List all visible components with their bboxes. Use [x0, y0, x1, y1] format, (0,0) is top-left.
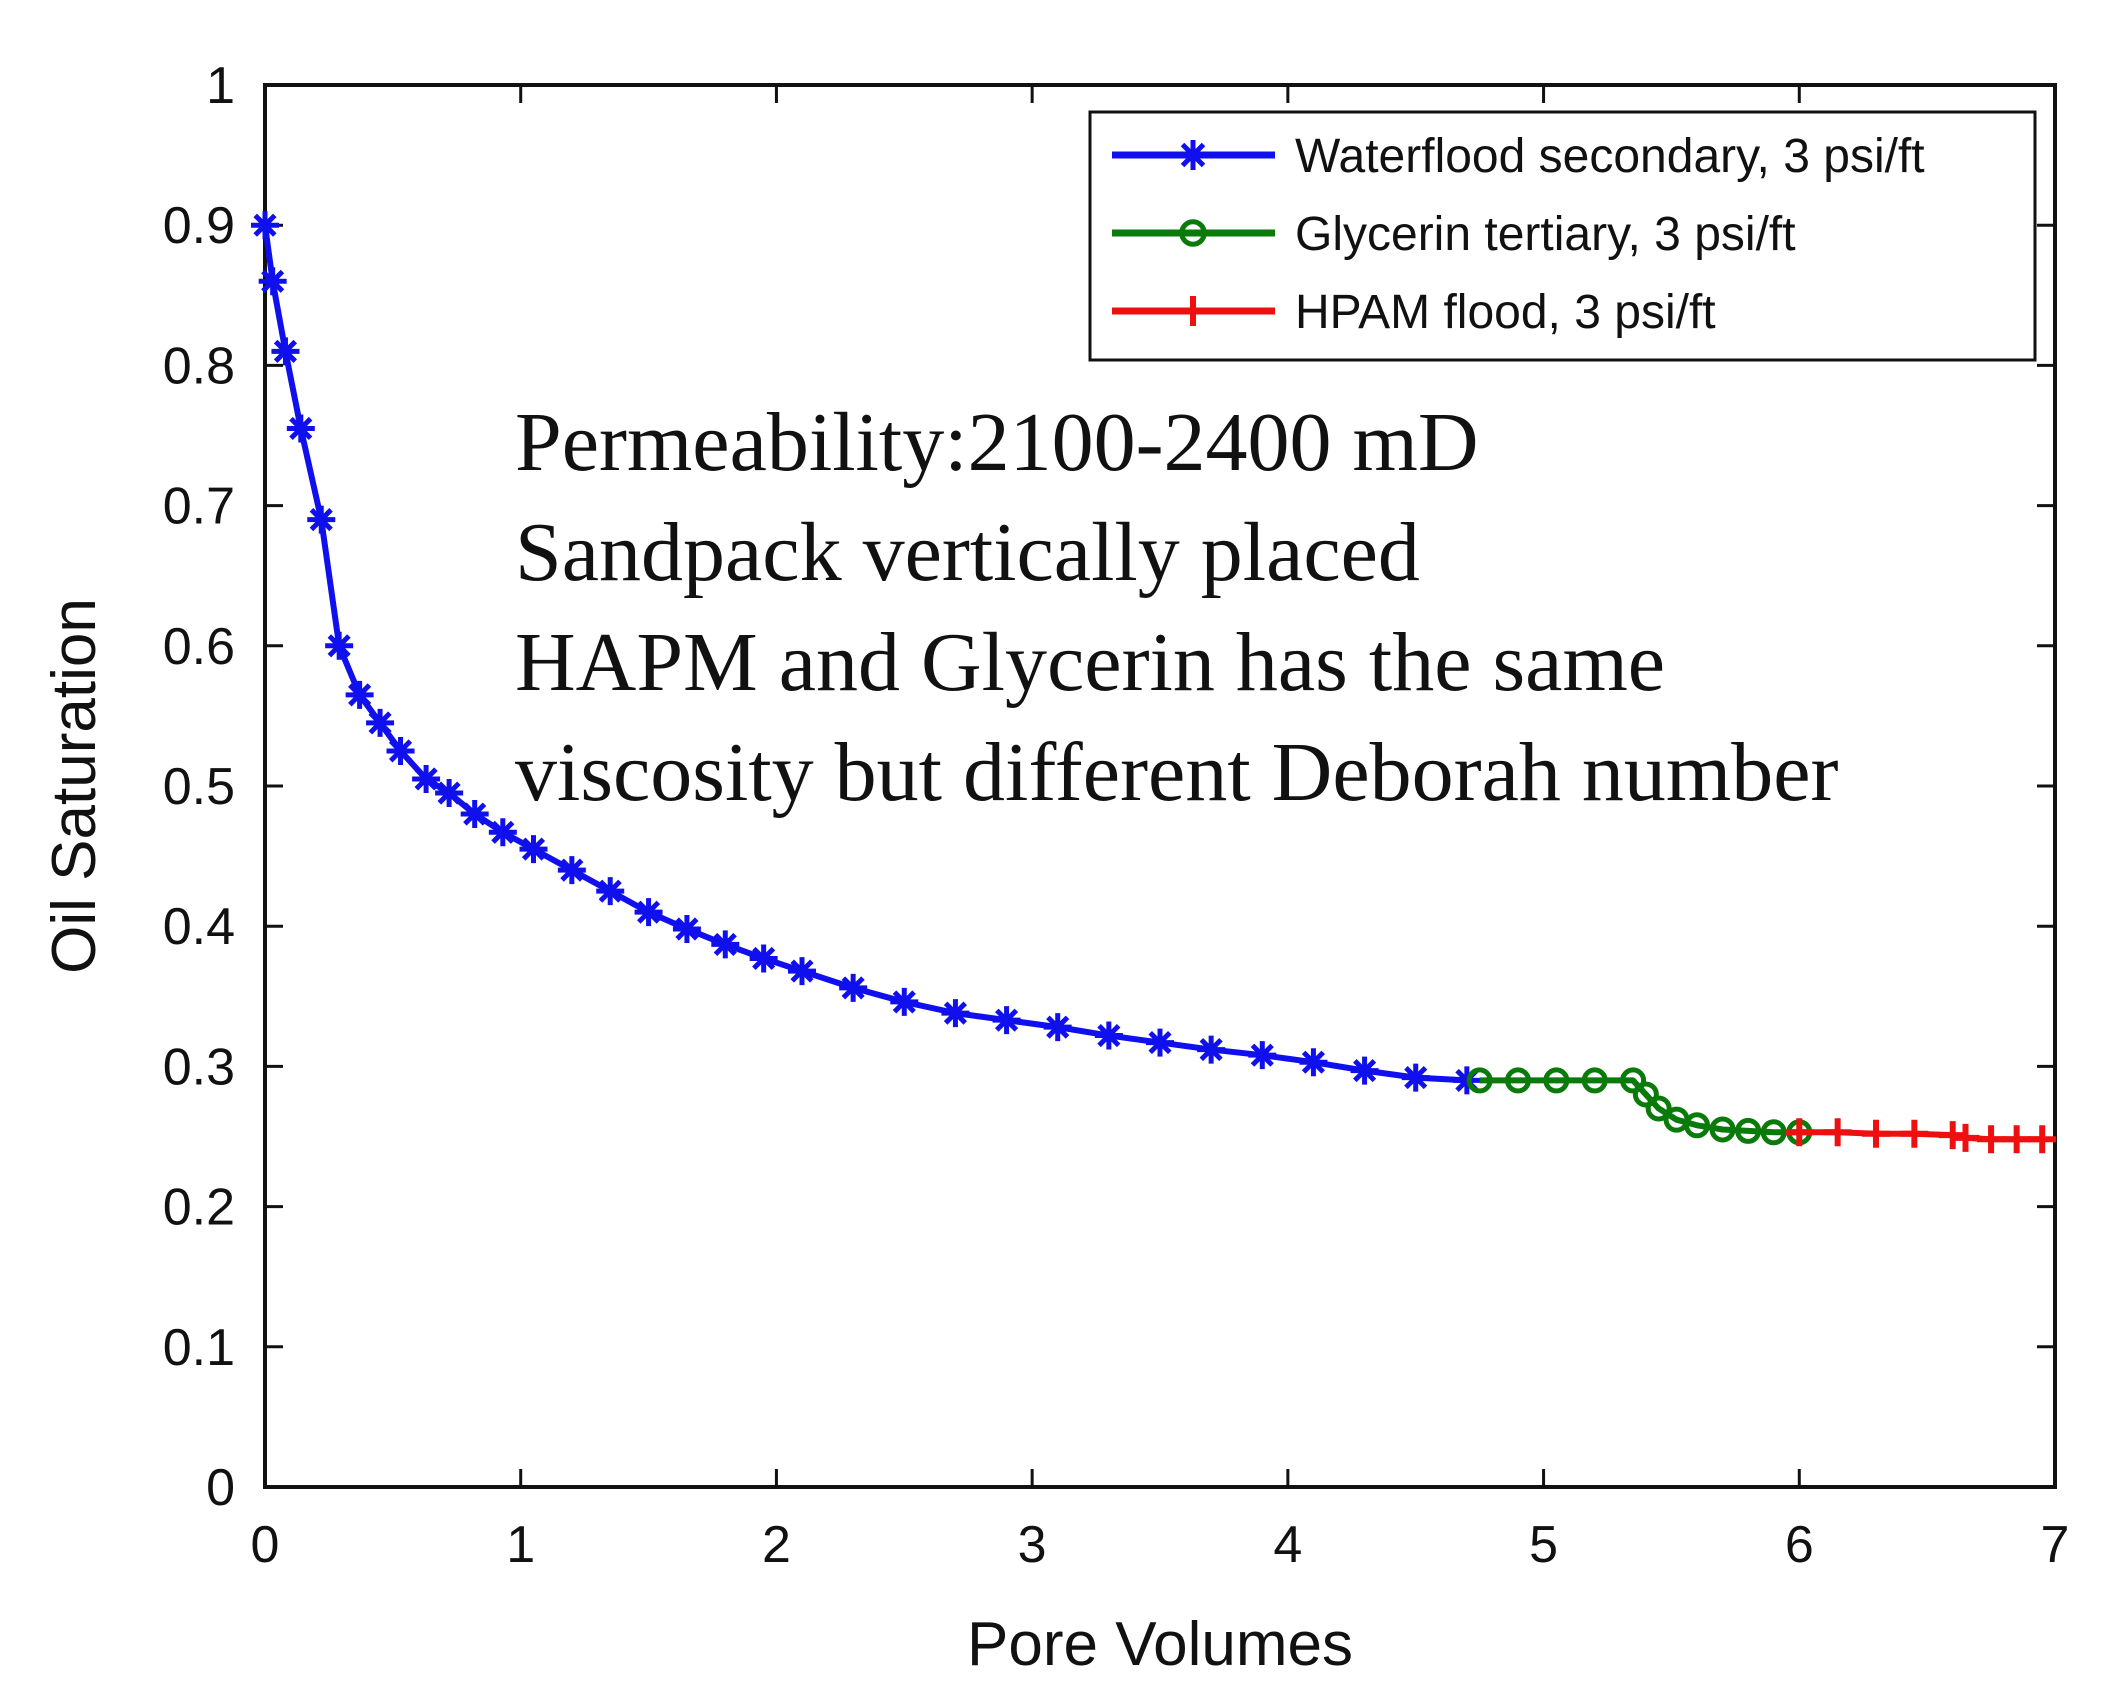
series-line-glycerin — [1479, 1077, 1800, 1136]
x-tick-label: 5 — [1529, 1516, 1558, 1574]
data-point-hpam — [2002, 1125, 2031, 1154]
data-point-waterflood — [1043, 1013, 1072, 1042]
data-point-glycerin — [1632, 1081, 1659, 1108]
data-point-waterflood — [1401, 1063, 1430, 1092]
x-tick-label: 6 — [1785, 1516, 1814, 1574]
series-hpam — [1785, 1118, 2057, 1154]
data-point-waterflood — [488, 818, 517, 847]
data-point-waterflood — [258, 267, 287, 296]
data-point-hpam — [1823, 1118, 1852, 1147]
data-point-waterflood — [1146, 1028, 1174, 1057]
data-point-waterflood — [890, 987, 919, 1016]
annotation-text-block: Permeability:2100-2400 mD Sandpack verti… — [515, 396, 1838, 819]
data-point-waterflood — [672, 915, 701, 944]
y-tick-label: 0.7 — [163, 478, 235, 536]
data-point-waterflood — [460, 800, 489, 829]
data-point-hpam — [2028, 1125, 2057, 1154]
data-point-waterflood — [557, 856, 586, 885]
annotation-line-viscosity: viscosity but different Deborah number — [515, 726, 1838, 819]
series-waterflood — [251, 211, 1481, 1095]
annotation-line-permeability: Permeability:2100-2400 mD — [515, 396, 1479, 489]
data-point-waterflood — [1197, 1035, 1226, 1064]
data-point-waterflood — [271, 337, 300, 366]
y-tick-label: 0.4 — [163, 898, 235, 956]
data-point-glycerin — [1645, 1095, 1672, 1122]
x-tick-label: 7 — [2041, 1516, 2070, 1574]
y-tick-label: 0.8 — [163, 337, 235, 395]
y-tick-label: 0.2 — [163, 1179, 235, 1237]
y-tick-label: 0.5 — [163, 758, 235, 816]
legend-marker-hpam — [1178, 296, 1208, 326]
legend-marker-glycerin — [1179, 219, 1207, 247]
data-point-waterflood — [1350, 1056, 1379, 1085]
data-point-glycerin — [1543, 1067, 1570, 1094]
y-tick-label: 1 — [206, 57, 235, 115]
data-point-waterflood — [634, 898, 663, 927]
y-axis-label: Oil Saturation — [40, 598, 109, 974]
data-point-glycerin — [1760, 1119, 1787, 1146]
annotation-line-sandpack: Sandpack vertically placed — [515, 506, 1420, 599]
y-tick-label: 0 — [206, 1459, 235, 1517]
legend-label-waterflood: Waterflood secondary, 3 psi/ft — [1295, 130, 1925, 183]
x-axis-label: Pore Volumes — [967, 1610, 1353, 1679]
x-tick-label: 2 — [762, 1516, 791, 1574]
data-point-hpam — [1977, 1125, 2006, 1154]
legend-label-glycerin: Glycerin tertiary, 3 psi/ft — [1295, 208, 1796, 261]
y-tick-label: 0.6 — [163, 618, 235, 676]
data-point-waterflood — [519, 835, 548, 864]
data-point-glycerin — [1581, 1067, 1608, 1094]
annotation-line-hapm-glycerin: HAPM and Glycerin has the same — [515, 616, 1665, 709]
x-tick-labels: 0 1 2 3 4 5 6 7 — [251, 1516, 2070, 1574]
data-point-glycerin — [1620, 1067, 1647, 1094]
data-point-waterflood — [435, 779, 464, 808]
data-point-waterflood — [749, 944, 778, 973]
data-point-hpam — [1785, 1118, 1814, 1147]
x-tick-label: 4 — [1273, 1516, 1302, 1574]
legend: Waterflood secondary, 3 psi/ft Glycerin … — [1088, 110, 2037, 362]
x-tick-label: 0 — [251, 1516, 280, 1574]
data-point-waterflood — [286, 414, 315, 443]
data-point-hpam — [1951, 1123, 1980, 1152]
data-point-glycerin — [1709, 1116, 1736, 1143]
data-point-glycerin — [1735, 1117, 1762, 1144]
data-point-hpam — [1862, 1119, 1890, 1148]
legend-label-hpam: HPAM flood, 3 psi/ft — [1295, 286, 1716, 339]
data-point-hpam — [1900, 1119, 1929, 1148]
data-point-glycerin — [1684, 1112, 1710, 1139]
data-point-waterflood — [941, 999, 970, 1028]
data-point-waterflood — [412, 764, 441, 793]
series-line-waterflood — [262, 224, 1468, 1084]
x-tick-label: 3 — [1018, 1516, 1047, 1574]
data-point-waterflood — [386, 736, 415, 765]
series-glycerin — [1466, 1067, 1813, 1146]
data-series — [251, 211, 2057, 1154]
data-point-waterflood — [839, 973, 868, 1002]
data-point-waterflood — [307, 505, 336, 534]
data-point-waterflood — [1094, 1021, 1123, 1050]
data-point-waterflood — [251, 211, 279, 240]
y-tick-label: 0.1 — [163, 1319, 235, 1377]
data-point-waterflood — [711, 930, 740, 959]
y-tick-label: 0.9 — [163, 197, 235, 255]
data-point-waterflood — [1299, 1048, 1328, 1077]
data-point-waterflood — [596, 877, 625, 906]
data-point-waterflood — [325, 631, 354, 660]
data-point-waterflood — [345, 680, 374, 709]
y-tick-label: 0.3 — [163, 1038, 235, 1096]
data-point-waterflood — [1248, 1041, 1277, 1070]
data-point-glycerin — [1466, 1067, 1493, 1094]
data-point-waterflood — [992, 1006, 1021, 1035]
data-point-waterflood — [366, 708, 395, 737]
data-point-waterflood — [788, 957, 816, 986]
x-tick-label: 1 — [506, 1516, 535, 1574]
legend-marker-waterflood — [1178, 140, 1208, 170]
data-point-glycerin — [1505, 1067, 1531, 1094]
y-tick-labels: 0 0.1 0.2 0.3 0.4 0.5 0.6 0.7 0.8 0.9 1 — [163, 57, 235, 1517]
